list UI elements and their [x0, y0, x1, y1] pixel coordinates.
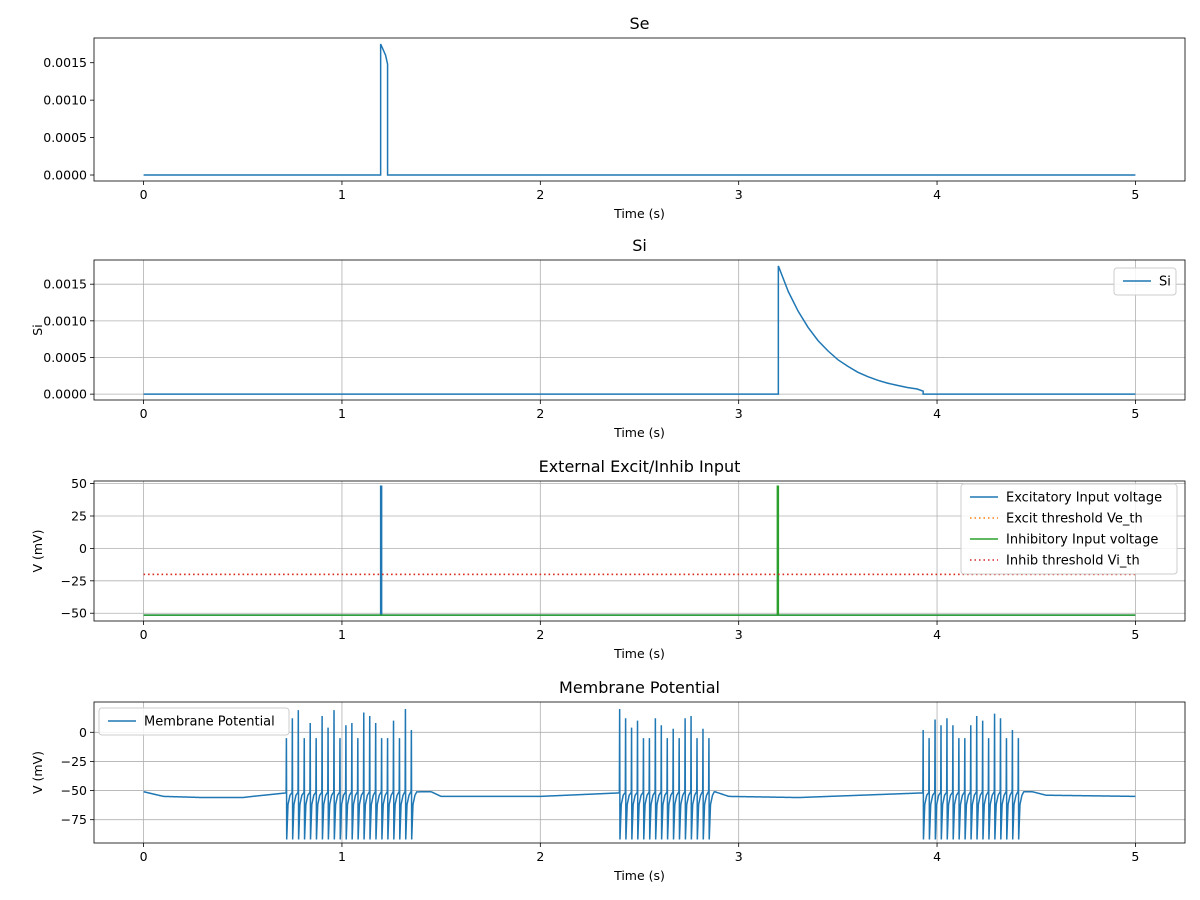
chart-title: Si — [632, 236, 647, 255]
x-tick-label: 2 — [536, 849, 544, 864]
axes-frame — [93, 701, 1186, 844]
y-tick-label: −50 — [61, 606, 87, 621]
x-tick-label: 3 — [735, 627, 743, 642]
x-tick-label: 1 — [338, 187, 346, 202]
y-tick-label: −25 — [61, 754, 87, 769]
y-tick-label: 0 — [79, 725, 87, 740]
x-tick-label: 1 — [338, 627, 346, 642]
y-axis-label: V (mV) — [30, 529, 45, 572]
x-axis-label: Time (s) — [613, 646, 665, 661]
axes-frame — [93, 37, 1186, 182]
x-tick-label: 4 — [933, 627, 941, 642]
chart-panel-4: 0 1 2 3 4 5 −75 −50 −25 0 Membrane Potential Time (… — [30, 678, 1186, 883]
y-tick-label: 0.0010 — [43, 93, 87, 108]
legend-label: Inhib threshold Vi_th — [1006, 554, 1140, 569]
y-tick-label: 50 — [71, 476, 87, 491]
legend-label: Excit threshold Ve_th — [1006, 512, 1143, 527]
x-tick-label: 4 — [933, 406, 941, 421]
y-axis-label: Si — [30, 324, 45, 335]
axes-frame — [93, 259, 1186, 401]
legend: Excitatory Input voltage Excit threshold … — [960, 483, 1178, 575]
legend: Si — [1113, 267, 1177, 296]
x-tick-label: 0 — [140, 406, 148, 421]
chart-title: External Excit/Inhib Input — [539, 457, 741, 476]
x-tick-label: 0 — [140, 849, 148, 864]
x-axis-label: Time (s) — [613, 425, 665, 440]
x-tick-label: 0 — [140, 187, 148, 202]
y-tick-label: 0.0010 — [43, 313, 87, 328]
y-tick-label: 0.0000 — [43, 387, 87, 402]
legend-label: Membrane Potential — [144, 715, 275, 730]
x-tick-label: 5 — [1131, 849, 1139, 864]
x-tick-label: 1 — [338, 849, 346, 864]
y-tick-label: 0.0000 — [43, 168, 87, 183]
y-tick-label: 25 — [71, 509, 87, 524]
y-tick-label: −25 — [61, 573, 87, 588]
y-tick-label: 0.0005 — [43, 130, 87, 145]
x-tick-label: 3 — [735, 849, 743, 864]
x-tick-label: 4 — [933, 849, 941, 864]
chart-title: Se — [630, 14, 650, 33]
legend-box — [960, 483, 1178, 575]
y-tick-label: 0.0015 — [43, 277, 87, 292]
series-line-1 — [143, 265, 1136, 395]
chart-title: Membrane Potential — [559, 678, 720, 697]
legend-box — [98, 707, 290, 736]
x-tick-label: 5 — [1131, 187, 1139, 202]
chart-panel-3: 0 1 2 3 4 5 −50 −25 0 25 50 External Excit/Inhib In… — [30, 457, 1186, 661]
series-line-1 — [143, 43, 1136, 176]
legend: Membrane Potential — [98, 707, 290, 736]
x-tick-label: 2 — [536, 627, 544, 642]
x-tick-label: 1 — [338, 406, 346, 421]
axes-frame — [93, 480, 1186, 622]
series-line-1 — [143, 708, 1136, 840]
chart-panel-1: 0 1 2 3 4 5 0.0000 0.0005 0.0010 0.0015 Se Time (s) — [43, 14, 1186, 221]
y-axis-label: V (mV) — [30, 751, 45, 794]
legend-label: Excitatory Input voltage — [1006, 491, 1162, 506]
x-tick-label: 2 — [536, 406, 544, 421]
x-tick-label: 0 — [140, 627, 148, 642]
x-tick-label: 3 — [735, 187, 743, 202]
legend-label: Inhibitory Input voltage — [1006, 533, 1158, 548]
chart-panel-2: 0 1 2 3 4 5 0.0000 0.0005 0.0010 0.0015 Si Time (s)… — [30, 236, 1186, 440]
x-axis-label: Time (s) — [613, 206, 665, 221]
y-tick-label: 0 — [79, 541, 87, 556]
x-tick-label: 5 — [1131, 627, 1139, 642]
x-tick-label: 2 — [536, 187, 544, 202]
y-tick-label: −50 — [61, 783, 87, 798]
y-tick-label: −75 — [61, 812, 87, 827]
x-tick-label: 4 — [933, 187, 941, 202]
x-axis-label: Time (s) — [613, 868, 665, 883]
y-tick-label: 0.0005 — [43, 350, 87, 365]
x-tick-label: 3 — [735, 406, 743, 421]
series-line-3 — [143, 485, 1136, 616]
x-tick-label: 5 — [1131, 406, 1139, 421]
legend-label: Si — [1159, 275, 1171, 290]
y-tick-label: 0.0015 — [43, 55, 87, 70]
